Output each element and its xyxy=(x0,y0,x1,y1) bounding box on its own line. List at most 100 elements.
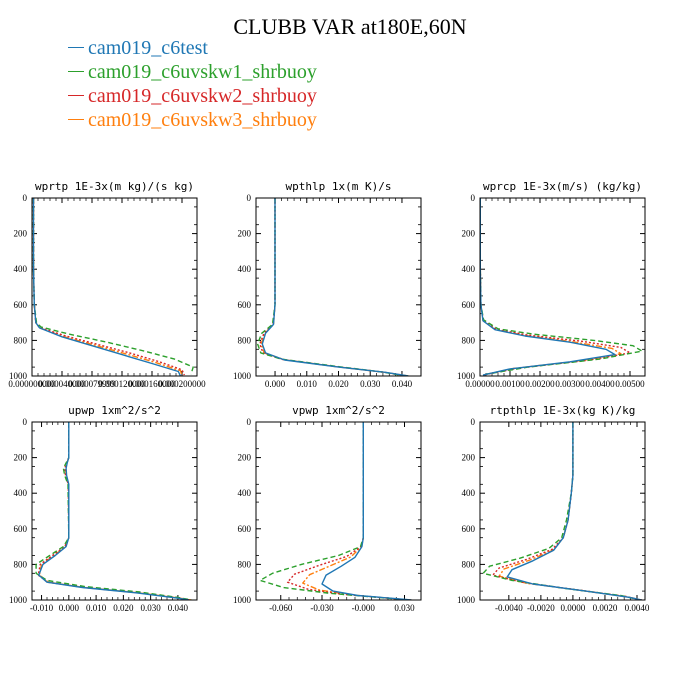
x-tick-label: 0.030 xyxy=(394,603,415,613)
y-tick-label: 0 xyxy=(247,417,252,427)
series-line xyxy=(480,198,616,376)
series-line xyxy=(38,422,192,600)
x-tick-label: 0.010 xyxy=(297,379,318,389)
chart-title: rtpthlp 1E-3x(kg K)/kg xyxy=(490,404,636,417)
series-line xyxy=(482,422,641,600)
y-tick-label: 400 xyxy=(462,264,476,274)
series-line xyxy=(321,422,412,600)
x-tick-label: 0.00200 xyxy=(525,379,555,389)
x-tick-label: 0.0040 xyxy=(625,603,650,613)
series-line xyxy=(259,198,407,376)
x-tick-label: 0.020 xyxy=(113,603,134,613)
x-tick-label: 0.000120000 xyxy=(98,379,146,389)
y-tick-label: 1000 xyxy=(9,595,28,605)
y-tick-label: 600 xyxy=(238,524,252,534)
y-tick-label: 400 xyxy=(238,264,252,274)
y-tick-label: 600 xyxy=(238,300,252,310)
y-tick-label: 1000 xyxy=(457,371,476,381)
legend-label: cam019_c6test xyxy=(88,37,208,59)
y-tick-label: 600 xyxy=(462,300,476,310)
x-tick-label: 0.040 xyxy=(392,379,413,389)
plot-frame xyxy=(31,197,198,377)
legend: cam019_c6test cam019_c6uvskw1_shrbuoy ca… xyxy=(68,36,317,132)
chart-panel: upwp 1xm^2/s^2 0 200 400 600 800 1000-0.010 0.0… xyxy=(9,404,198,613)
x-tick-label: 0.00400 xyxy=(585,379,615,389)
x-tick-label: 0.00100 xyxy=(495,379,525,389)
series-line xyxy=(38,422,189,600)
chart-title: vpwp 1xm^2/s^2 xyxy=(292,404,385,417)
y-tick-label: 200 xyxy=(238,229,252,239)
y-tick-label: 200 xyxy=(462,453,476,463)
x-tick-label: 0.00300 xyxy=(555,379,585,389)
x-tick-label: 0.000200000 xyxy=(158,379,206,389)
y-tick-label: 0 xyxy=(471,417,476,427)
series-line xyxy=(506,422,642,600)
y-tick-label: 1000 xyxy=(233,371,252,381)
y-tick-label: 0 xyxy=(247,193,252,203)
page-title: CLUBB VAR at180E,60N xyxy=(233,14,467,39)
legend-item: cam019_c6uvskw2_shrbuoy xyxy=(68,84,317,108)
y-tick-label: 800 xyxy=(14,559,28,569)
series-line xyxy=(480,198,631,376)
legend-swatch xyxy=(68,94,84,96)
y-tick-label: 600 xyxy=(14,300,28,310)
legend-label: cam019_c6uvskw1_shrbuoy xyxy=(88,61,317,83)
x-tick-label: 0.000040000 xyxy=(38,379,86,389)
chart-title: wprtp 1E-3x(m kg)/(s kg) xyxy=(35,180,194,193)
x-tick-label: -0.060 xyxy=(269,603,293,613)
x-tick-label: 0.020 xyxy=(328,379,349,389)
x-tick-label: 0.000079999 xyxy=(68,379,116,389)
y-tick-label: 400 xyxy=(238,488,252,498)
y-tick-label: 400 xyxy=(462,488,476,498)
chart-panel: wpthlp 1x(m K)/s 0 200 400 600 800 1000 0.000 0.… xyxy=(233,180,422,389)
y-tick-label: 1000 xyxy=(457,595,476,605)
legend-item: cam019_c6uvskw3_shrbuoy xyxy=(68,108,317,132)
x-tick-label: -0.0040 xyxy=(495,603,523,613)
y-tick-label: 800 xyxy=(238,335,252,345)
series-line xyxy=(256,198,406,376)
chart-panel: wprtp 1E-3x(m kg)/(s kg) 0 200 400 600 800 100… xyxy=(8,180,206,389)
y-tick-label: 0 xyxy=(471,193,476,203)
plot-frame xyxy=(255,197,422,377)
y-tick-label: 800 xyxy=(462,335,476,345)
x-tick-label: -0.0020 xyxy=(527,603,555,613)
x-tick-label: -0.030 xyxy=(310,603,334,613)
chart-title: wpthlp 1x(m K)/s xyxy=(286,180,392,193)
series-line xyxy=(492,422,642,600)
x-tick-label: 0.000160000 xyxy=(128,379,176,389)
y-tick-label: 0 xyxy=(23,417,28,427)
x-tick-label: 0.010 xyxy=(86,603,107,613)
legend-item: cam019_c6test xyxy=(68,36,317,60)
x-tick-label: 0.00000 xyxy=(465,379,495,389)
x-tick-label: 0.000 xyxy=(265,379,286,389)
chart-title: upwp 1xm^2/s^2 xyxy=(68,404,161,417)
y-tick-label: 600 xyxy=(462,524,476,534)
chart-panel: wprcp 1E-3x(m/s) (kg/kg) 0 200 400 600 800 100… xyxy=(457,180,646,389)
y-tick-label: 400 xyxy=(14,264,28,274)
legend-label: cam019_c6uvskw2_shrbuoy xyxy=(88,85,317,107)
series-line xyxy=(260,198,409,376)
chart-panel: vpwp 1xm^2/s^2 0 200 400 600 800 1000 -0.060 -0.… xyxy=(233,404,422,613)
x-tick-label: 0.030 xyxy=(360,379,381,389)
y-tick-label: 200 xyxy=(462,229,476,239)
y-tick-label: 400 xyxy=(14,488,28,498)
plot-frame xyxy=(31,421,198,601)
y-tick-label: 0 xyxy=(23,193,28,203)
series-line xyxy=(498,422,642,600)
x-tick-label: -0.010 xyxy=(30,603,54,613)
plot-area xyxy=(482,422,642,600)
y-tick-label: 200 xyxy=(14,229,28,239)
legend-swatch xyxy=(68,70,84,72)
series-line xyxy=(35,422,192,600)
y-tick-label: 600 xyxy=(14,524,28,534)
series-line xyxy=(480,198,643,375)
x-tick-label: 0.0000 xyxy=(561,603,586,613)
y-tick-label: 200 xyxy=(14,453,28,463)
x-tick-label: 0.000 xyxy=(59,603,80,613)
plot-area xyxy=(256,198,409,376)
y-tick-label: 800 xyxy=(238,559,252,569)
y-tick-label: 200 xyxy=(238,453,252,463)
series-line xyxy=(302,422,412,600)
y-tick-label: 1000 xyxy=(9,371,28,381)
